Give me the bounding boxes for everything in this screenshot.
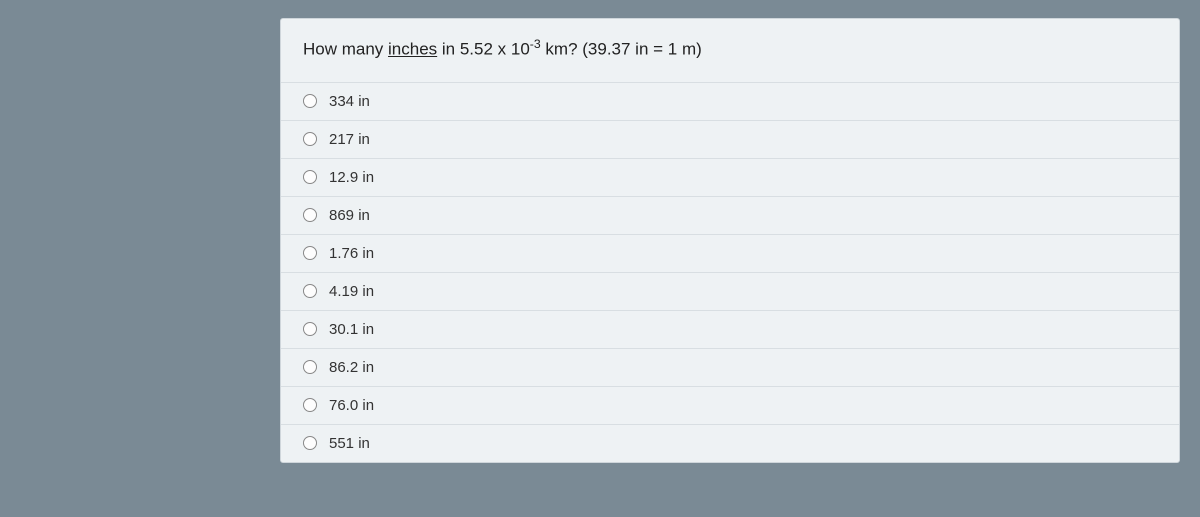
option-label: 1.76 in xyxy=(329,245,374,262)
quiz-panel: How many inches in 5.52 x 10-3 km? (39.3… xyxy=(280,18,1180,463)
option-label: 4.19 in xyxy=(329,283,374,300)
option-row[interactable]: 12.9 in xyxy=(281,159,1179,197)
option-label: 551 in xyxy=(329,435,370,452)
radio-icon[interactable] xyxy=(303,398,317,412)
question-exponent: -3 xyxy=(530,37,541,51)
question-underlined: inches xyxy=(388,40,437,59)
radio-icon[interactable] xyxy=(303,322,317,336)
radio-icon[interactable] xyxy=(303,170,317,184)
option-row[interactable]: 4.19 in xyxy=(281,273,1179,311)
radio-icon[interactable] xyxy=(303,360,317,374)
option-row[interactable]: 334 in xyxy=(281,83,1179,121)
option-row[interactable]: 30.1 in xyxy=(281,311,1179,349)
question-mid: in 5.52 x 10 xyxy=(437,40,530,59)
option-label: 86.2 in xyxy=(329,359,374,376)
option-label: 12.9 in xyxy=(329,169,374,186)
option-row[interactable]: 1.76 in xyxy=(281,235,1179,273)
option-label: 217 in xyxy=(329,131,370,148)
option-label: 334 in xyxy=(329,93,370,110)
option-label: 30.1 in xyxy=(329,321,374,338)
question-prefix: How many xyxy=(303,40,388,59)
question-suffix: km? (39.37 in = 1 m) xyxy=(541,40,702,59)
option-row[interactable]: 217 in xyxy=(281,121,1179,159)
radio-icon[interactable] xyxy=(303,208,317,222)
options-list: 334 in 217 in 12.9 in 869 in 1.76 in 4.1… xyxy=(281,83,1179,462)
radio-icon[interactable] xyxy=(303,94,317,108)
radio-icon[interactable] xyxy=(303,436,317,450)
option-row[interactable]: 76.0 in xyxy=(281,387,1179,425)
radio-icon[interactable] xyxy=(303,246,317,260)
radio-icon[interactable] xyxy=(303,132,317,146)
option-row[interactable]: 869 in xyxy=(281,197,1179,235)
question-text: How many inches in 5.52 x 10-3 km? (39.3… xyxy=(281,19,1179,83)
option-row[interactable]: 551 in xyxy=(281,425,1179,462)
option-label: 869 in xyxy=(329,207,370,224)
option-row[interactable]: 86.2 in xyxy=(281,349,1179,387)
option-label: 76.0 in xyxy=(329,397,374,414)
radio-icon[interactable] xyxy=(303,284,317,298)
